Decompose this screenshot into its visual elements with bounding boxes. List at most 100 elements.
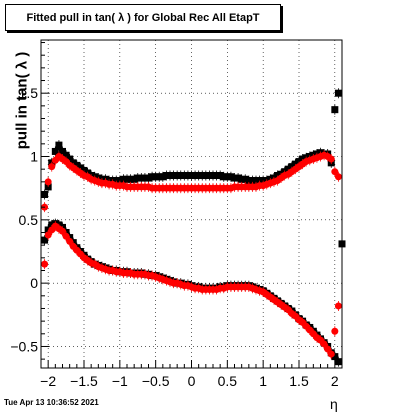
x-tick-label: −2	[40, 373, 56, 389]
data-point	[116, 177, 124, 185]
data-point	[288, 163, 296, 171]
y-tick-label: 0.5	[19, 212, 39, 228]
data-point	[73, 161, 81, 169]
data-point	[227, 173, 235, 181]
data-point	[137, 174, 145, 182]
data-point	[334, 358, 342, 366]
data-point	[223, 173, 231, 181]
data-point	[245, 177, 253, 185]
data-point	[62, 232, 70, 240]
data-series	[41, 88, 346, 367]
data-point	[248, 177, 256, 185]
data-point	[331, 106, 339, 114]
series-1	[41, 150, 342, 213]
data-point	[256, 177, 264, 185]
data-point	[188, 172, 195, 180]
data-point	[205, 172, 213, 180]
x-tick-label: 0.5	[218, 373, 238, 389]
data-point	[119, 175, 127, 183]
y-tick-label: 1	[30, 149, 38, 165]
data-point	[66, 237, 74, 245]
x-tick-label: −1	[112, 373, 128, 389]
data-point	[162, 172, 170, 180]
data-point	[41, 260, 49, 268]
series-2	[41, 218, 346, 367]
data-point	[216, 172, 224, 180]
data-point	[55, 141, 63, 149]
timestamp: Tue Apr 13 10:36:52 2021	[4, 398, 99, 407]
data-point	[274, 172, 281, 180]
data-point	[66, 155, 74, 163]
data-point	[159, 173, 167, 181]
data-point	[324, 345, 332, 353]
data-point	[331, 327, 339, 335]
data-point	[213, 172, 221, 180]
data-point	[48, 221, 56, 229]
data-point	[180, 172, 188, 180]
data-point	[184, 172, 192, 180]
data-point	[152, 173, 160, 181]
data-point	[334, 173, 342, 181]
data-point	[141, 174, 149, 182]
data-point	[112, 177, 120, 185]
x-tick-label: 2	[331, 373, 339, 389]
data-point	[220, 173, 228, 181]
data-point	[69, 159, 77, 167]
x-tick-label: 1	[259, 373, 267, 389]
data-point	[44, 178, 52, 186]
chart-title: Fitted pull in tan( λ ) for Global Rec A…	[5, 4, 281, 31]
data-point	[145, 174, 152, 182]
data-point	[44, 231, 52, 239]
data-point	[295, 158, 303, 166]
data-point	[291, 160, 299, 168]
data-point	[173, 172, 181, 180]
data-point	[334, 89, 342, 97]
data-point	[177, 172, 185, 180]
data-point	[59, 147, 66, 155]
data-point	[191, 172, 199, 180]
y-axis-label: pull in tan( λ )	[13, 51, 31, 150]
data-point	[299, 155, 307, 163]
data-point	[259, 177, 267, 185]
data-point	[148, 173, 156, 181]
data-point	[62, 151, 70, 159]
data-point	[155, 173, 163, 181]
series-3	[41, 221, 342, 360]
data-point	[195, 172, 203, 180]
data-point	[123, 175, 131, 183]
x-tick-label: 1.5	[289, 373, 309, 389]
x-tick-label: −1.5	[70, 373, 98, 389]
data-point	[284, 165, 292, 173]
data-point	[198, 172, 206, 180]
x-axis-label: η	[330, 396, 338, 412]
data-point	[327, 350, 335, 358]
x-tick-label: 0	[188, 373, 196, 389]
y-tick-label: −0.5	[10, 338, 38, 354]
data-point	[331, 353, 339, 361]
data-point	[331, 168, 339, 176]
data-point	[130, 175, 138, 183]
data-point	[170, 172, 178, 180]
data-point	[48, 163, 56, 171]
data-point	[327, 155, 335, 163]
data-point	[166, 172, 174, 180]
data-point	[202, 172, 210, 180]
data-point	[59, 227, 66, 235]
axes: −2 −1.5 −1 −0.5 0 0.5 1 1.5 2 −0.5 0 0.5 1 1.5	[10, 39, 343, 389]
x-tick-label: −0.5	[142, 373, 170, 389]
data-point	[127, 175, 135, 183]
data-point	[334, 302, 342, 310]
y-tick-label: 1.5	[19, 85, 39, 101]
grid-lines	[41, 40, 342, 368]
data-point	[80, 166, 88, 174]
data-point	[238, 175, 246, 183]
data-point	[51, 147, 59, 155]
data-point	[76, 164, 84, 172]
data-point	[320, 340, 328, 348]
data-point	[241, 175, 249, 183]
data-point	[41, 236, 49, 244]
data-point	[209, 172, 217, 180]
y-tick-label: 0	[30, 275, 38, 291]
data-point	[252, 177, 260, 185]
